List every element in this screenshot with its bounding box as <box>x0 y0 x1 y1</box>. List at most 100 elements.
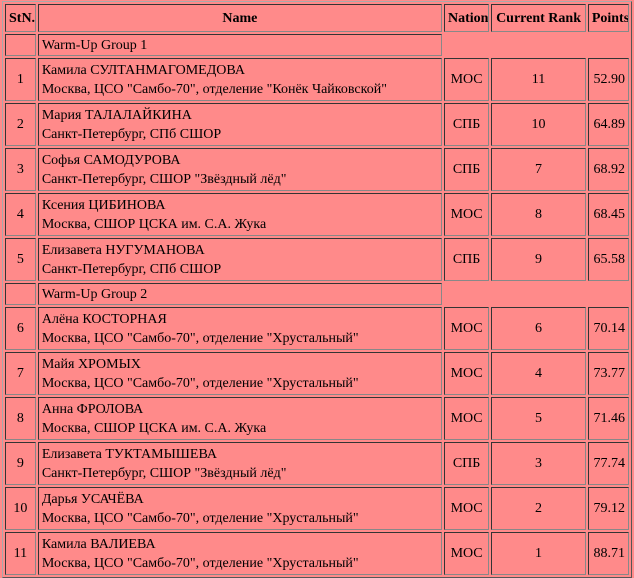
skater-name: Елизавета НУГУМАНОВА <box>41 242 205 258</box>
points: 73.77 <box>587 352 629 395</box>
column-header: Name <box>37 4 442 32</box>
skater-name: Мария ТАЛАЛАЙКИНА <box>41 107 192 123</box>
skater-name: Елизавета ТУКТАМЫШЕВА <box>41 446 218 462</box>
start-number: 7 <box>5 352 36 395</box>
name-cell: Ксения ЦИБИНОВА Москва, СШОР ЦСКА им. С.А… <box>37 193 442 236</box>
nation: СПБ <box>443 238 490 281</box>
skater-name: Майя ХРОМЫХ <box>41 356 141 372</box>
skater-club: Санкт-Петербург, СШОР "Звёздный лёд" <box>41 465 287 481</box>
skater-club: Москва, ЦСО "Самбо-70", отделение "Хруст… <box>41 375 359 391</box>
current-rank: 10 <box>491 103 586 146</box>
skater-row: 11 Камила ВАЛИЕВА Москва, ЦСО "Самбо-70", … <box>5 532 629 575</box>
name-cell: Камила ВАЛИЕВА Москва, ЦСО "Самбо-70", от… <box>37 532 442 575</box>
current-rank: 1 <box>491 532 586 575</box>
group-row: Warm-Up Group 2 <box>5 283 629 305</box>
current-rank: 7 <box>491 148 586 191</box>
points: 68.45 <box>587 193 629 236</box>
skater-name: Камила СУЛТАНМАГОМЕДОВА <box>41 62 245 78</box>
start-number: 2 <box>5 103 36 146</box>
name-cell: Камила СУЛТАНМАГОМЕДОВА Москва, ЦСО "Самб… <box>37 58 442 101</box>
nation: МОС <box>443 193 490 236</box>
points: 88.71 <box>587 532 629 575</box>
column-header: Points <box>587 4 629 32</box>
skater-row: 3 Софья САМОДУРОВА Санкт-Петербург, СШОР "… <box>5 148 629 191</box>
nation: МОС <box>443 307 490 350</box>
start-number: 3 <box>5 148 36 191</box>
points: 71.46 <box>587 397 629 440</box>
skater-name: Камила ВАЛИЕВА <box>41 536 156 552</box>
name-cell: Елизавета НУГУМАНОВА Санкт-Петербург, СПб… <box>37 238 442 281</box>
skater-row: 2 Мария ТАЛАЛАЙКИНА Санкт-Петербург, СПб С… <box>5 103 629 146</box>
name-cell: Алёна КОСТОРНАЯ Москва, ЦСО "Самбо-70", о… <box>37 307 442 350</box>
column-header: StN. <box>5 4 36 32</box>
nation: СПБ <box>443 442 490 485</box>
skater-row: 6 Алёна КОСТОРНАЯ Москва, ЦСО "Самбо-70", … <box>5 307 629 350</box>
skater-name: Софья САМОДУРОВА <box>41 152 181 168</box>
current-rank: 6 <box>491 307 586 350</box>
nation: МОС <box>443 532 490 575</box>
column-header: Nation <box>443 4 490 32</box>
name-cell: Елизавета ТУКТАМЫШЕВА Санкт-Петербург, СШ… <box>37 442 442 485</box>
current-rank: 11 <box>491 58 586 101</box>
nation: СПБ <box>443 148 490 191</box>
table-body: StN. Name Nation Current Rank Points Warm-Up … <box>5 4 629 575</box>
skater-row: 7 Майя ХРОМЫХ Москва, ЦСО "Самбо-70", отде… <box>5 352 629 395</box>
skater-club: Москва, ЦСО "Самбо-70", отделение "Хруст… <box>41 510 359 526</box>
current-rank: 8 <box>491 193 586 236</box>
nation: МОС <box>443 58 490 101</box>
skater-row: 8 Анна ФРОЛОВА Москва, СШОР ЦСКА им. С.А. … <box>5 397 629 440</box>
skater-club: Москва, ЦСО "Самбо-70", отделение "Хруст… <box>41 330 359 346</box>
skater-row: 9 Елизавета ТУКТАМЫШЕВА Санкт-Петербург, С… <box>5 442 629 485</box>
skater-club: Москва, ЦСО "Самбо-70", отделение "Конёк… <box>41 81 387 97</box>
header-row: StN. Name Nation Current Rank Points <box>5 4 629 32</box>
skater-row: 10 Дарья УСАЧЁВА Москва, ЦСО "Самбо-70", о… <box>5 487 629 530</box>
skater-name: Дарья УСАЧЁВА <box>41 491 144 507</box>
empty-cell <box>5 34 36 56</box>
current-rank: 4 <box>491 352 586 395</box>
start-number: 6 <box>5 307 36 350</box>
points: 68.92 <box>587 148 629 191</box>
skater-name: Анна ФРОЛОВА <box>41 401 144 417</box>
nation: МОС <box>443 397 490 440</box>
skater-name: Ксения ЦИБИНОВА <box>41 197 166 213</box>
skater-club: Москва, СШОР ЦСКА им. С.А. Жука <box>41 420 267 436</box>
skater-row: 1 Камила СУЛТАНМАГОМЕДОВА Москва, ЦСО "Сам… <box>5 58 629 101</box>
points: 79.12 <box>587 487 629 530</box>
group-title: Warm-Up Group 1 <box>37 34 442 56</box>
group-title: Warm-Up Group 2 <box>37 283 442 305</box>
name-cell: Анна ФРОЛОВА Москва, СШОР ЦСКА им. С.А. Ж… <box>37 397 442 440</box>
name-cell: Майя ХРОМЫХ Москва, ЦСО "Самбо-70", отдел… <box>37 352 442 395</box>
skater-club: Москва, ЦСО "Самбо-70", отделение "Хруст… <box>41 555 359 571</box>
skater-row: 4 Ксения ЦИБИНОВА Москва, СШОР ЦСКА им. С.… <box>5 193 629 236</box>
start-number: 10 <box>5 487 36 530</box>
current-rank: 9 <box>491 238 586 281</box>
start-number: 9 <box>5 442 36 485</box>
current-rank: 3 <box>491 442 586 485</box>
current-rank: 2 <box>491 487 586 530</box>
nation: СПБ <box>443 103 490 146</box>
points: 65.58 <box>587 238 629 281</box>
start-number: 11 <box>5 532 36 575</box>
skater-club: Санкт-Петербург, СПб СШОР <box>41 126 222 142</box>
points: 64.89 <box>587 103 629 146</box>
column-header: Current Rank <box>491 4 586 32</box>
skater-club: Москва, СШОР ЦСКА им. С.А. Жука <box>41 216 267 232</box>
points: 52.90 <box>587 58 629 101</box>
start-number: 4 <box>5 193 36 236</box>
points: 77.74 <box>587 442 629 485</box>
name-cell: Мария ТАЛАЛАЙКИНА Санкт-Петербург, СПб СШ… <box>37 103 442 146</box>
empty-cell <box>5 283 36 305</box>
group-row: Warm-Up Group 1 <box>5 34 629 56</box>
nation: МОС <box>443 352 490 395</box>
name-cell: Софья САМОДУРОВА Санкт-Петербург, СШОР "З… <box>37 148 442 191</box>
points: 70.14 <box>587 307 629 350</box>
skater-club: Санкт-Петербург, СШОР "Звёздный лёд" <box>41 171 287 187</box>
nation: МОС <box>443 487 490 530</box>
name-cell: Дарья УСАЧЁВА Москва, ЦСО "Самбо-70", отд… <box>37 487 442 530</box>
start-number: 8 <box>5 397 36 440</box>
skater-club: Санкт-Петербург, СПб СШОР <box>41 261 222 277</box>
skater-name: Алёна КОСТОРНАЯ <box>41 311 167 327</box>
skater-row: 5 Елизавета НУГУМАНОВА Санкт-Петербург, СП… <box>5 238 629 281</box>
